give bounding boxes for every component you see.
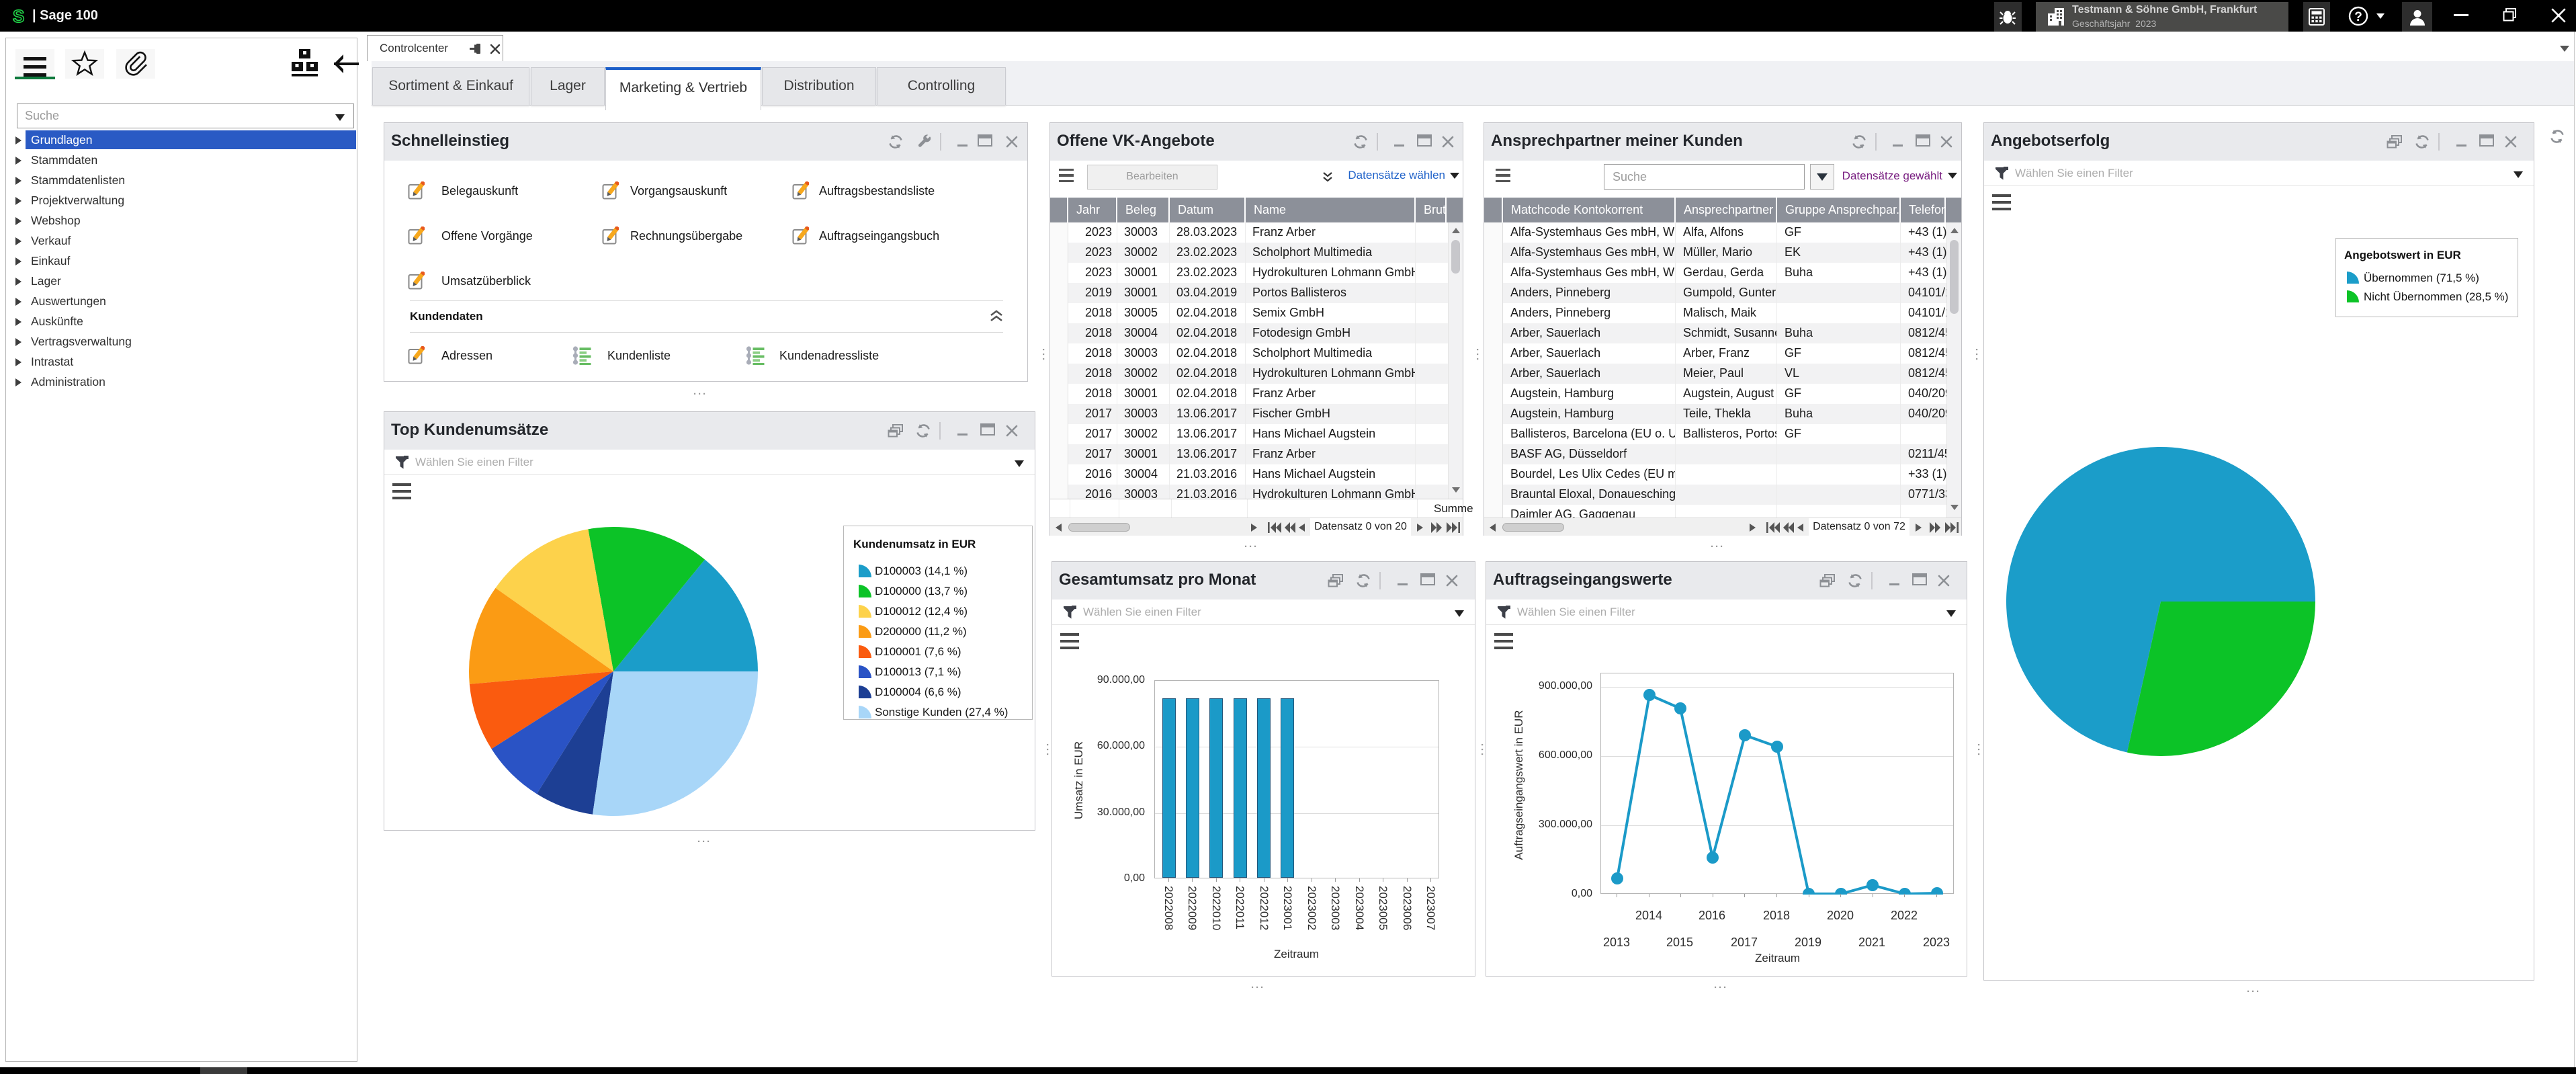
- svg-text:S: S: [13, 6, 24, 26]
- svg-text:?: ?: [2354, 10, 2362, 24]
